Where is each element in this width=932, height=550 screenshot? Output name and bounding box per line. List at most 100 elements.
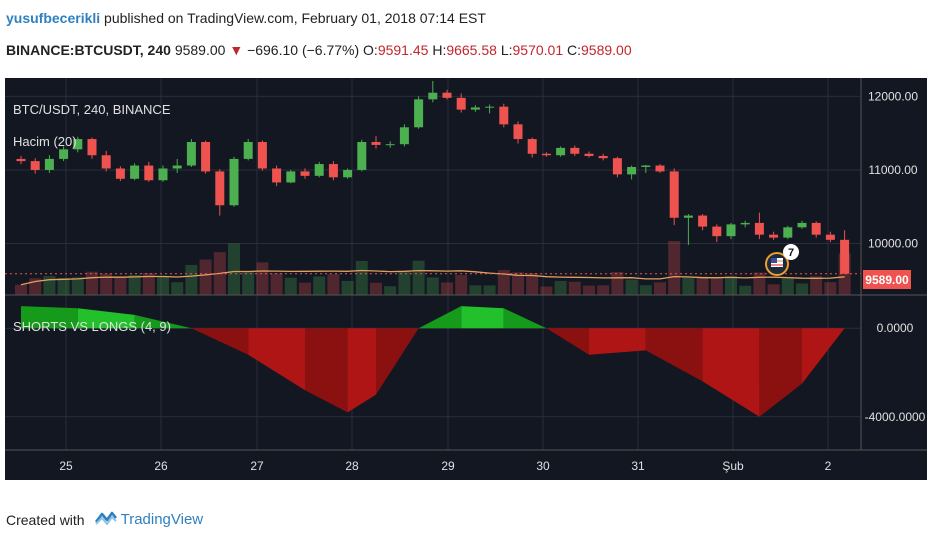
candle-body (726, 224, 736, 237)
candle-body (343, 169, 353, 178)
volume-bar (299, 282, 311, 295)
candle-body (655, 165, 665, 172)
candle-body (130, 165, 140, 179)
price-tick-label: 12000.00 (868, 89, 918, 103)
candle-body (357, 141, 367, 170)
high-value: 9665.58 (446, 42, 497, 58)
volume-bar (128, 275, 141, 295)
volume-bar (313, 276, 326, 295)
indicator-legend: SHORTS VS LONGS (4, 9) (13, 319, 171, 334)
candle-body (186, 141, 196, 166)
indicator-tick-label: -4000.0000 (865, 410, 926, 424)
candle-body (470, 107, 480, 110)
long-area-segment (21, 306, 78, 329)
candle-body (101, 155, 111, 169)
volume-bar (426, 277, 439, 295)
price-axis-ticks: 12000.00 11000.00 10000.00 0.0000 -4000.0000 (865, 89, 926, 423)
candle-body (30, 161, 40, 170)
volume-bar (696, 276, 709, 295)
low-label: L: (500, 42, 513, 58)
candle-body (584, 153, 594, 156)
volume-bar (171, 282, 184, 295)
volume-bar (611, 271, 624, 295)
author-link[interactable]: yusufbecerikli (6, 10, 101, 26)
candle-body (712, 226, 722, 237)
volume-bar (710, 276, 723, 295)
short-area-segment (305, 328, 348, 413)
candle-body (556, 147, 566, 156)
time-axis-ticks: 25 26 27 28 29 30 31 Şub 2 (59, 459, 831, 473)
candle-body (414, 99, 424, 128)
time-tick-label: Şub (722, 459, 744, 473)
candle-body (641, 165, 651, 168)
volume-bar (597, 285, 610, 295)
short-area-segment (702, 328, 760, 417)
volume-bar (526, 273, 539, 295)
volume-bar (625, 279, 638, 295)
volume-bar (725, 276, 737, 295)
chart-container[interactable]: 12000.00 11000.00 10000.00 0.0000 -4000.0000… (5, 78, 927, 480)
candle-body (300, 171, 310, 176)
tradingview-brand-link[interactable]: TradingView (120, 511, 204, 528)
candle-body (243, 141, 253, 159)
candle-body (825, 234, 835, 240)
volume-bar (228, 243, 240, 295)
volume-bar (554, 280, 567, 295)
volume-bar (412, 260, 425, 295)
long-area-segment (77, 308, 135, 329)
short-area-segment (759, 328, 802, 417)
volume-bar (270, 273, 283, 295)
volume-bars (15, 241, 851, 295)
time-tick-label: 28 (345, 459, 359, 473)
low-value: 9570.01 (512, 42, 564, 58)
volume-bar (639, 285, 652, 295)
chart-svg[interactable]: 12000.00 11000.00 10000.00 0.0000 -4000.0000… (5, 78, 927, 480)
change-value: −696.10 (−6.77%) (247, 42, 360, 58)
close-label: C: (567, 42, 582, 58)
short-area-segment (376, 328, 419, 395)
volume-bar (824, 282, 837, 295)
candle-body (527, 139, 537, 154)
candle-body (485, 106, 495, 108)
candle-body (499, 106, 509, 125)
volume-bar (810, 276, 823, 295)
indicator-tick-label: 0.0000 (877, 321, 914, 335)
time-tick-label: 25 (59, 459, 73, 473)
candle-body (257, 141, 267, 169)
volume-bar (682, 276, 695, 295)
short-area-segment (802, 328, 845, 384)
volume-bar (654, 282, 666, 295)
volume-bar (256, 262, 269, 295)
last-price: 9589.00 (174, 42, 226, 58)
volume-bar (739, 285, 752, 295)
long-area-segment (418, 306, 462, 329)
volume-bar (796, 283, 808, 295)
candle-body (215, 171, 225, 206)
volume-bar (142, 273, 155, 295)
time-tick-label: 31 (631, 459, 645, 473)
volume-bar (86, 271, 98, 295)
indicator-area (21, 306, 845, 417)
candle-body (698, 215, 708, 227)
candle-body (783, 227, 793, 238)
volume-ma-line (20, 269, 845, 286)
time-tick-label: 26 (154, 459, 168, 473)
candle-body (328, 164, 338, 178)
short-area-segment (546, 328, 589, 355)
volume-bar (583, 285, 595, 295)
candle-body (612, 158, 622, 175)
long-area-segment (134, 314, 192, 329)
volume-bar (455, 275, 468, 295)
tradingview-logo-icon (94, 510, 117, 529)
candle-body (797, 222, 807, 228)
volume-bar (114, 277, 127, 295)
candle-body (44, 158, 54, 170)
event-flag-icon[interactable]: 7 (765, 244, 799, 276)
candle-body (669, 171, 679, 218)
price-tick-label: 10000.00 (868, 237, 918, 251)
volume-bar (284, 277, 297, 295)
candle-body (442, 92, 452, 98)
publish-info: yusufbecerikli published on TradingView.… (6, 10, 486, 26)
volume-bar (767, 284, 780, 295)
ohlc-summary: BINANCE:BTCUSDT, 240 9589.00 ▼ −696.10 (… (6, 42, 632, 58)
